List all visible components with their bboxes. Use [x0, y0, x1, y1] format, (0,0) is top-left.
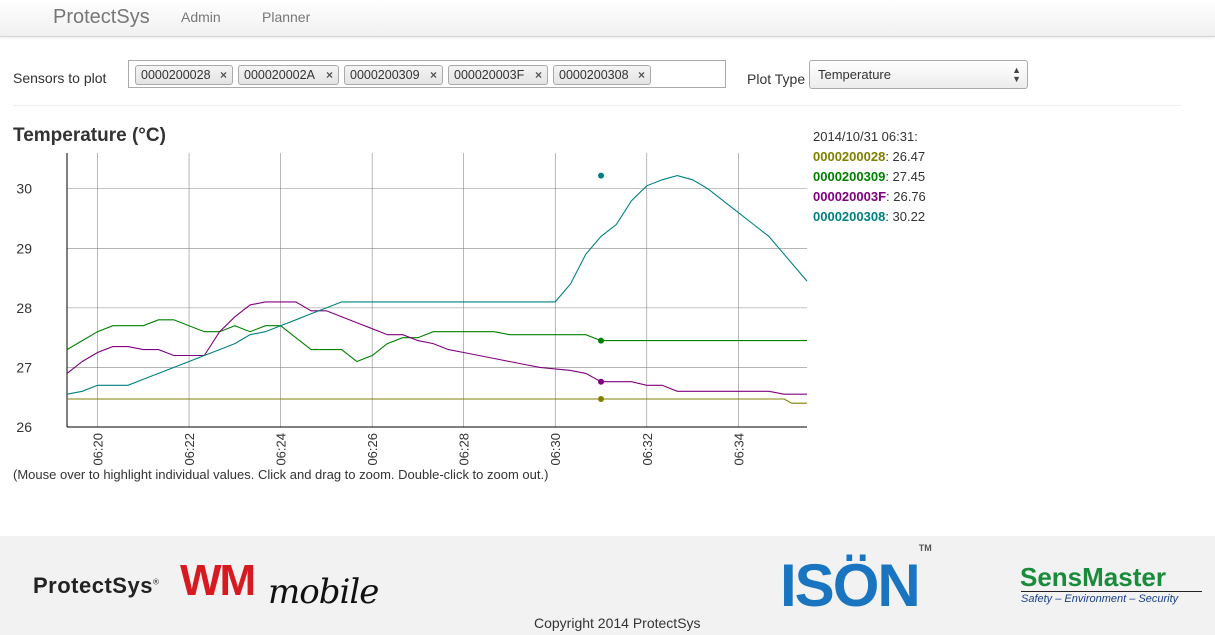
legend-series-value: 30.22: [892, 209, 926, 224]
highlight-point-0000200028: [598, 396, 605, 403]
select-arrows-icon: ▲ ▼: [1012, 65, 1021, 84]
series-line-0000200309: [66, 319, 807, 363]
series-line-0000200308: [66, 175, 808, 395]
sensor-chip: 0000200309 ×: [344, 65, 443, 85]
plot-type-select[interactable]: Temperature ▲ ▼: [809, 60, 1028, 89]
protectsys-logo-text: ProtectSys: [33, 573, 153, 598]
remove-chip-icon[interactable]: ×: [325, 68, 333, 82]
legend-series-value: 26.47: [892, 149, 926, 164]
legend-entry: 0000200308: 30.22: [813, 209, 926, 224]
x-tick-label: 06:26: [365, 433, 380, 466]
chart-title: Temperature (°C): [13, 125, 166, 146]
highlight-point-0000200308: [598, 172, 605, 179]
sensor-chip: 000020002A ×: [238, 65, 339, 85]
ison-logo: ISÖNTM: [780, 543, 932, 619]
legend-entry: 000020003F: 26.76: [813, 189, 926, 204]
chart-legend: 2014/10/31 06:31: 0000200028: 26.47 0000…: [813, 127, 926, 227]
sensmaster-logo-text: SensMaster: [1020, 562, 1166, 592]
sensor-chip-label: 0000200028: [141, 68, 211, 82]
sensor-multiselect[interactable]: 0000200028 × 000020002A × 0000200309 × 0…: [128, 60, 726, 88]
legend-entry: 0000200028: 26.47: [813, 149, 926, 164]
legend-series-name: 0000200308: [813, 209, 886, 224]
legend-series-name: 0000200028: [813, 149, 886, 164]
copyright: Copyright 2014 ProtectSys: [534, 615, 701, 631]
y-tick-label: 27: [16, 359, 32, 375]
sensors-label: Sensors to plot: [13, 70, 107, 86]
plot-type-value: Temperature: [818, 67, 891, 82]
mobile-logo: mobile: [268, 572, 379, 612]
navbar: ProtectSys Admin Planner: [0, 0, 1215, 37]
series-line-0000200028: [67, 398, 807, 404]
sensor-chip-label: 0000200309: [350, 68, 420, 82]
temperature-chart[interactable]: 26 27 28 29 30 06:20 06:22 06:24 06:26 06:28 06:30…: [0, 140, 830, 470]
remove-chip-icon[interactable]: ×: [219, 68, 227, 82]
legend-timestamp: 2014/10/31 06:31:: [813, 129, 918, 144]
footer: ProtectSys® WM mobile ISÖNTM SensMaster …: [0, 536, 1215, 635]
highlight-point-000020003F: [598, 378, 605, 385]
nav-link-planner[interactable]: Planner: [262, 9, 311, 25]
legend-series-value: 27.45: [892, 169, 926, 184]
y-tick-label: 28: [16, 300, 32, 316]
ison-tm: TM: [918, 543, 932, 553]
divider: [13, 105, 1181, 106]
brand-link[interactable]: ProtectSys: [53, 6, 150, 28]
chart-hint: (Mouse over to highlight individual valu…: [13, 467, 549, 482]
sensor-chip: 0000200308 ×: [553, 65, 651, 85]
wm-logo: WM: [180, 556, 256, 605]
ison-logo-text: ISÖN: [780, 552, 921, 619]
sensor-chip: 000020003F ×: [448, 65, 548, 85]
legend-series-name: 000020003F: [813, 189, 887, 204]
series-line-000020003F: [66, 301, 807, 395]
y-tick-label: 29: [16, 240, 32, 256]
x-tick-label: 06:24: [274, 433, 289, 466]
x-tick-label: 06:34: [731, 433, 746, 466]
plot-type-label: Plot Type: [747, 71, 806, 87]
highlight-point-0000200309: [598, 337, 605, 344]
sensor-chip-label: 0000200308: [559, 68, 629, 82]
sensor-chip: 0000200028 ×: [135, 65, 233, 85]
legend-series-value: 26.76: [893, 189, 926, 204]
x-tick-label: 06:32: [640, 433, 655, 466]
sensmaster-tagline: Safety – Environment – Security: [1021, 591, 1202, 605]
remove-chip-icon[interactable]: ×: [637, 68, 645, 82]
x-tick-label: 06:20: [91, 433, 106, 466]
nav-link-admin[interactable]: Admin: [181, 9, 221, 25]
sensor-chip-label: 000020003F: [454, 68, 525, 82]
sensmaster-logo: SensMaster: [1020, 563, 1166, 591]
y-tick-label: 26: [16, 419, 32, 435]
sensor-chip-label: 000020002A: [244, 68, 315, 82]
x-tick-label: 06:30: [548, 433, 563, 466]
y-tick-label: 30: [16, 181, 32, 197]
remove-chip-icon[interactable]: ×: [534, 68, 542, 82]
x-tick-label: 06:28: [457, 433, 472, 466]
remove-chip-icon[interactable]: ×: [429, 68, 437, 82]
legend-series-name: 0000200309: [813, 169, 886, 184]
protectsys-logo: ProtectSys®: [33, 573, 160, 598]
x-tick-label: 06:22: [182, 433, 197, 466]
legend-entry: 0000200309: 27.45: [813, 169, 926, 184]
